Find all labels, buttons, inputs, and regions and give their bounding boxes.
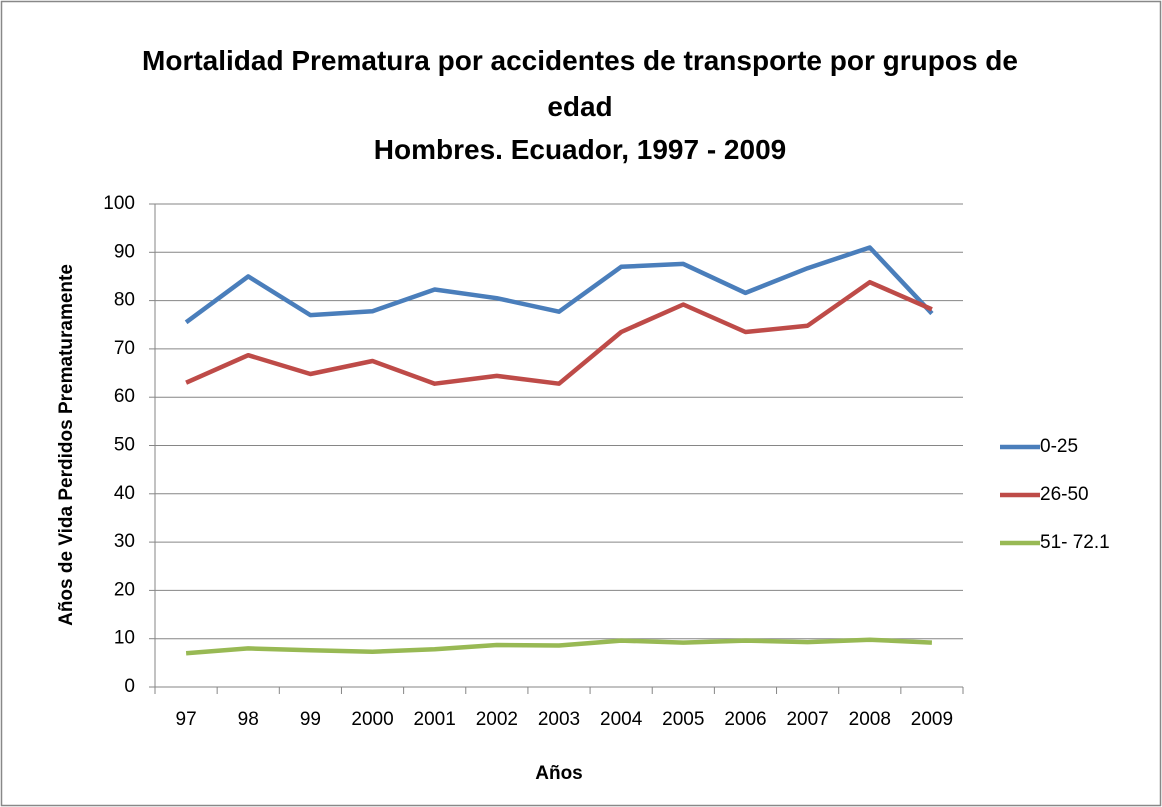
x-tick-label: 2008 [849, 709, 891, 730]
data-line [185, 637, 933, 656]
y-tick-label: 30 [114, 531, 135, 552]
data-line [184, 245, 934, 325]
y-tick-label: 100 [103, 193, 135, 214]
x-tick-label: 2000 [351, 709, 393, 730]
y-tick-label: 80 [114, 290, 135, 311]
y-tick-label: 40 [114, 483, 135, 504]
x-tick-label: 2005 [662, 709, 704, 730]
legend-label: 26-50 [1040, 484, 1089, 505]
legend-label: 0-25 [1040, 436, 1078, 457]
x-tick-label: 97 [176, 709, 197, 730]
x-tick-label: 2002 [476, 709, 518, 730]
x-tick-label: 2007 [786, 709, 828, 730]
data-line [185, 279, 933, 386]
x-tick-label: 2009 [911, 709, 953, 730]
y-tick-label: 10 [114, 628, 135, 649]
x-tick-label: 98 [238, 709, 259, 730]
x-tick-label: 2003 [538, 709, 580, 730]
legend-label: 51- 72.1 [1040, 532, 1110, 553]
x-tick-label: 2006 [724, 709, 766, 730]
x-tick-label: 2004 [600, 709, 643, 730]
y-tick-label: 20 [114, 579, 135, 600]
y-tick-label: 50 [114, 435, 135, 456]
x-tick-label: 99 [300, 709, 321, 730]
chart-title: Mortalidad Prematura por accidentes de t… [142, 45, 1018, 122]
y-tick-label: 0 [124, 676, 135, 697]
x-axis-label: Años [535, 763, 583, 784]
y-tick-label: 60 [114, 386, 135, 407]
chart-subtitle: Hombres. Ecuador, 1997 - 2009 [373, 134, 787, 165]
y-axis-label: Años de Vida Perdidos Prematuramente [56, 264, 77, 626]
y-tick-label: 90 [114, 241, 135, 262]
x-tick-label: 2001 [414, 709, 456, 730]
y-tick-label: 70 [114, 338, 135, 359]
